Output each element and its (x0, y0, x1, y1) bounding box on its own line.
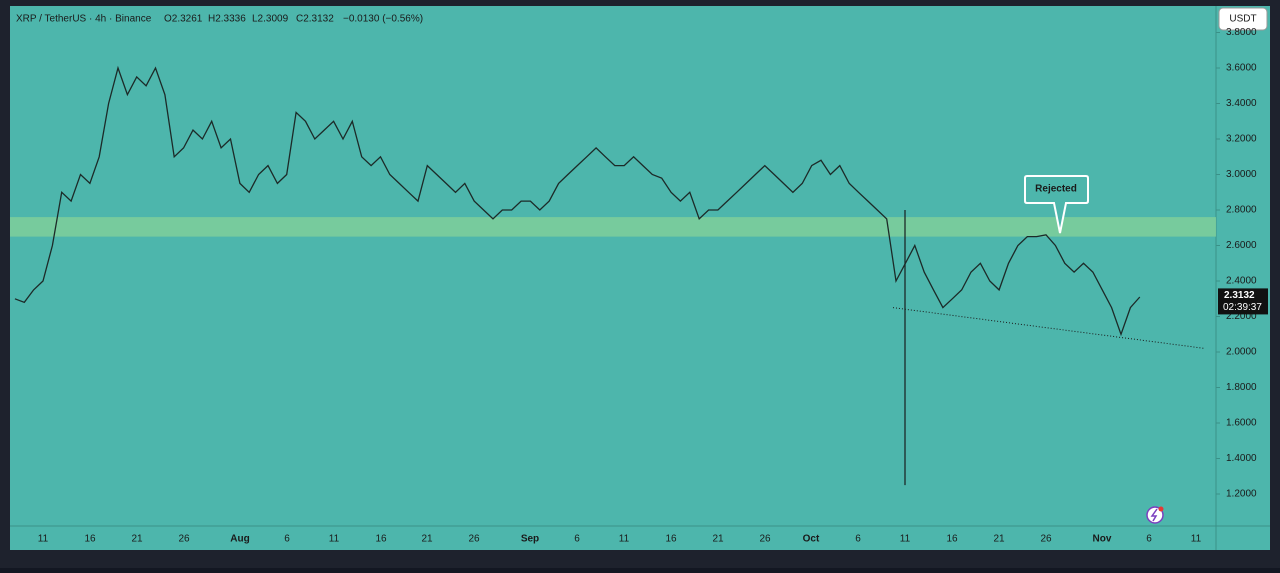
y-tick-label: 2.8000 (1226, 205, 1257, 216)
x-tick-label: Sep (521, 534, 539, 545)
y-tick-label: 3.6000 (1226, 63, 1257, 74)
y-tick-label: 1.2000 (1226, 489, 1257, 500)
x-tick-label: Aug (230, 534, 249, 545)
ohlc-low: L2.3009 (252, 14, 289, 25)
y-tick-label: 1.8000 (1226, 382, 1257, 393)
x-tick-label: Nov (1093, 534, 1112, 545)
plot-area (10, 6, 1216, 526)
x-tick-label: 11 (38, 534, 49, 545)
x-tick-label: 11 (329, 534, 340, 545)
x-tick-label: 11 (900, 534, 911, 545)
y-tick-label: 1.4000 (1226, 453, 1257, 464)
price-tag-label: 2.3132 (1224, 290, 1255, 301)
y-tick-label: 3.0000 (1226, 169, 1257, 180)
y-tick-label: 3.8000 (1226, 27, 1257, 38)
currency-label[interactable]: USDT (1229, 14, 1256, 25)
y-tick-label: 3.4000 (1226, 98, 1257, 109)
annotation-box (1024, 175, 1089, 234)
x-tick-label: 6 (1146, 534, 1152, 545)
flash-glyph (1150, 508, 1158, 522)
countdown: 02:39:37 (1223, 302, 1262, 313)
y-tick-label: 2.4000 (1226, 276, 1257, 287)
x-tick-label: 21 (131, 534, 143, 545)
ohlc-high: H2.3336 (208, 14, 246, 25)
y-tick-label: 2.0000 (1226, 347, 1257, 358)
x-tick-label: 26 (178, 534, 190, 545)
x-tick-label: 11 (1191, 534, 1202, 545)
x-tick-label: 21 (421, 534, 433, 545)
x-tick-label: 26 (759, 534, 771, 545)
x-tick-label: 16 (375, 534, 387, 545)
ohlc-close: C2.3132 (296, 14, 334, 25)
header: XRP / TetherUS · 4h · Binance O2.3261 H2… (16, 14, 423, 25)
x-tick-label: 16 (665, 534, 677, 545)
time-axis (10, 526, 1270, 550)
x-tick-label: 6 (284, 534, 290, 545)
x-tick-label: 26 (468, 534, 480, 545)
x-tick-label: 6 (574, 534, 580, 545)
x-tick-label: 16 (946, 534, 958, 545)
flash-icon[interactable] (1146, 506, 1164, 524)
x-tick-label: 16 (84, 534, 96, 545)
x-tick-label: 6 (855, 534, 861, 545)
y-tick-label: 2.6000 (1226, 240, 1257, 251)
x-tick-label: Oct (803, 534, 820, 545)
price-tag (1218, 288, 1268, 315)
x-tick-label: 26 (1040, 534, 1052, 545)
annotation-label: Rejected (1035, 184, 1077, 195)
support-zone (10, 217, 1216, 237)
x-tick-label: 11 (619, 534, 630, 545)
y-tick-label: 1.6000 (1226, 418, 1257, 429)
price-axis (1216, 6, 1270, 526)
x-tick-label: 21 (993, 534, 1005, 545)
ohlc-open: O2.3261 (164, 14, 203, 25)
currency-button[interactable] (1218, 7, 1268, 31)
x-tick-label: 21 (712, 534, 724, 545)
change: −0.0130 (−0.56%) (343, 14, 423, 25)
symbol: XRP / TetherUS · 4h · Binance (16, 14, 152, 25)
badge (1158, 506, 1164, 512)
price-line (14, 65, 1141, 337)
y-tick-label: 3.2000 (1226, 134, 1257, 145)
y-tick-label: 2.2000 (1226, 311, 1257, 322)
